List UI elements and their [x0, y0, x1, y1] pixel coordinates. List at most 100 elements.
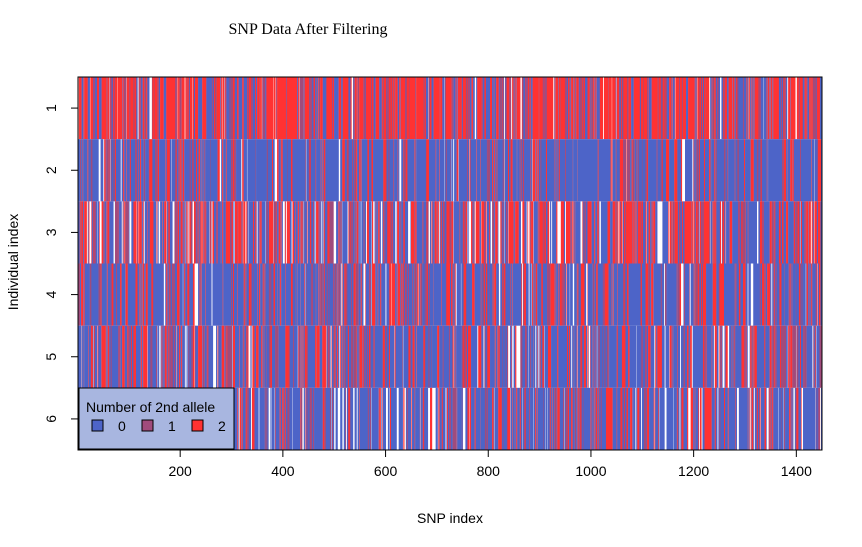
heatmap-cell [765, 325, 770, 388]
heatmap-cell [292, 139, 306, 202]
heatmap-cell [768, 387, 770, 450]
heatmap-cell [816, 387, 819, 450]
heatmap-cell [165, 263, 167, 326]
heatmap-cell [383, 201, 385, 264]
heatmap-cell [498, 77, 500, 140]
heatmap-cell [275, 77, 277, 140]
heatmap-cell [278, 139, 281, 202]
heatmap-cell [677, 387, 678, 450]
heatmap-cell [287, 387, 290, 450]
heatmap-cell [640, 201, 642, 264]
heatmap-cell [578, 387, 580, 450]
heatmap-cell [193, 201, 196, 264]
heatmap-cell [563, 263, 565, 326]
heatmap-cell [515, 387, 517, 450]
heatmap-cell [338, 201, 340, 264]
heatmap-cell [117, 201, 119, 264]
heatmap-cell [432, 201, 434, 264]
heatmap-cell [608, 325, 609, 388]
heatmap-cell [354, 139, 357, 202]
heatmap-cell [813, 325, 815, 388]
heatmap-cell [585, 325, 588, 388]
heatmap-cell [754, 387, 757, 450]
heatmap-cell [584, 77, 588, 140]
heatmap-cell [378, 201, 380, 264]
heatmap-cell [364, 201, 366, 264]
heatmap-cell [453, 263, 455, 326]
heatmap-cell [538, 139, 541, 202]
heatmap-cell [780, 201, 782, 264]
heatmap-row-5 [78, 325, 823, 388]
heatmap-cell [677, 325, 678, 388]
heatmap-cell [674, 201, 678, 264]
heatmap-cell [451, 263, 453, 326]
heatmap-cell [445, 139, 447, 202]
heatmap-cell [311, 201, 313, 264]
heatmap-cell [619, 77, 622, 140]
heatmap-cell [486, 325, 488, 388]
heatmap-cell [98, 325, 102, 388]
heatmap-cell [579, 387, 580, 450]
heatmap-cell [816, 263, 818, 326]
heatmap-cell [721, 325, 723, 388]
heatmap-cell [817, 139, 819, 202]
heatmap-cell [750, 325, 752, 388]
heatmap-cell [506, 387, 508, 450]
heatmap-cell [264, 263, 265, 326]
heatmap-cell [484, 263, 487, 326]
heatmap-cell [356, 201, 357, 264]
heatmap-cell [122, 77, 124, 140]
heatmap-cell [363, 325, 365, 388]
heatmap-cell [316, 201, 319, 264]
heatmap-cell [166, 325, 168, 388]
heatmap-cell [205, 263, 206, 326]
heatmap-cell [393, 139, 395, 202]
heatmap-cell [278, 201, 281, 264]
heatmap-cell [370, 263, 372, 326]
heatmap-cell [133, 325, 137, 388]
heatmap-cell [300, 325, 302, 388]
heatmap-cell [425, 263, 427, 326]
heatmap-cell [594, 387, 596, 450]
heatmap-cell [498, 387, 502, 450]
heatmap-cell [594, 325, 596, 388]
heatmap-cell [540, 325, 541, 388]
heatmap-cell [118, 201, 120, 264]
heatmap-cell [542, 325, 545, 388]
heatmap-cell [784, 263, 789, 326]
heatmap-cell [107, 201, 110, 264]
heatmap-cell [424, 387, 429, 450]
heatmap-cell [448, 325, 450, 388]
heatmap-cell [471, 325, 478, 388]
heatmap-cell [753, 387, 754, 450]
heatmap-cell [667, 77, 670, 140]
heatmap-cell [178, 139, 180, 202]
y-axis-label: Individual index [5, 214, 21, 311]
heatmap-cell [795, 387, 797, 450]
heatmap-cell [369, 263, 371, 326]
heatmap-cell [523, 77, 526, 140]
heatmap-cell [697, 201, 699, 264]
heatmap-cell [590, 325, 593, 388]
heatmap-cell [323, 201, 325, 264]
heatmap-cell [194, 325, 196, 388]
heatmap-cell [234, 139, 236, 202]
heatmap-cell [113, 77, 115, 140]
heatmap-cell [115, 201, 117, 264]
heatmap-cell [84, 77, 88, 140]
heatmap-cell [579, 387, 581, 450]
heatmap-cell [590, 387, 591, 450]
heatmap-cell [602, 325, 605, 388]
heatmap-cell [414, 263, 417, 326]
heatmap-cell [405, 263, 408, 326]
heatmap-cell [591, 387, 593, 450]
heatmap-cell [811, 263, 813, 326]
heatmap-cell [333, 263, 335, 326]
heatmap-cell [812, 77, 817, 140]
heatmap-cell [746, 77, 747, 140]
heatmap-cell [508, 201, 514, 264]
heatmap-cell [659, 387, 665, 450]
heatmap-cell [383, 77, 387, 140]
heatmap-cell [619, 201, 621, 264]
heatmap-cell [322, 263, 324, 326]
